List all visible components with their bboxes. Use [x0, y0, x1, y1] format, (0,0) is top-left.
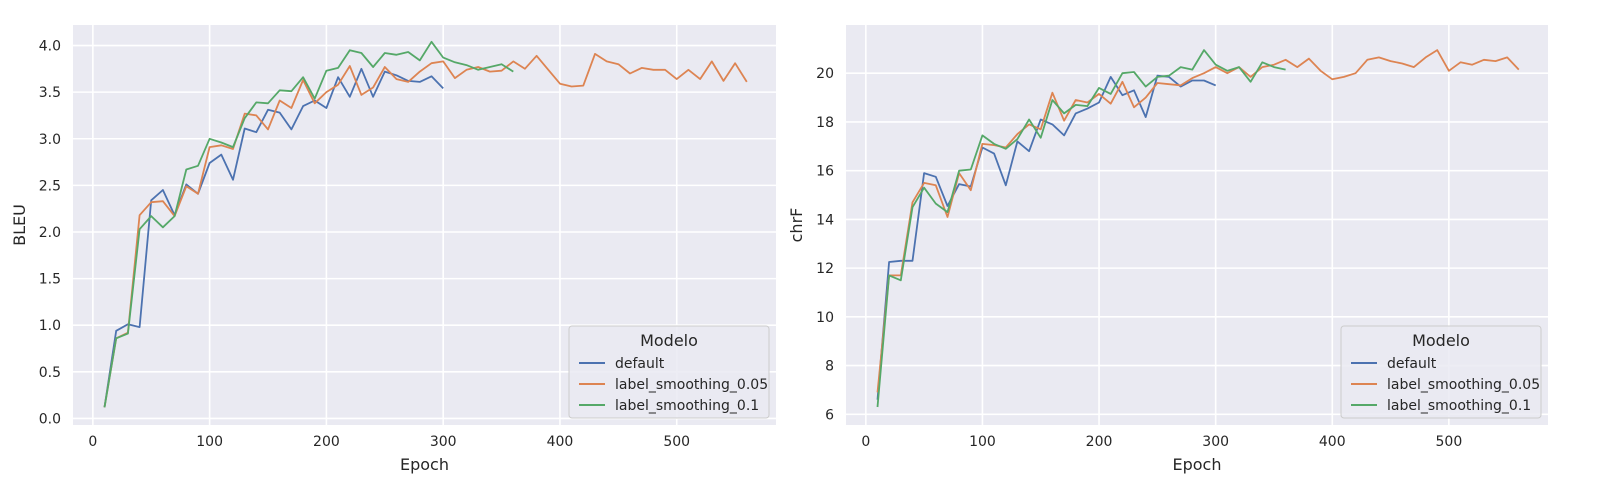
- y-tick-label: 2.5: [39, 178, 61, 194]
- series-line-label-smoothing-0-1: [876, 49, 1286, 408]
- y-tick-label: 16: [816, 164, 834, 180]
- y-tick-label: 10: [816, 310, 834, 326]
- series-line-label-smoothing-0-1: [103, 40, 514, 408]
- x-tick-label: 500: [663, 434, 690, 450]
- legend-title: Modelo: [1412, 331, 1470, 350]
- x-tick-label: 400: [547, 434, 574, 450]
- y-tick-label: 0.0: [39, 411, 61, 427]
- y-tick-label: 1.5: [39, 272, 61, 288]
- legend-entry: label_smoothing_0.05: [615, 377, 768, 393]
- y-tick-label: 0.5: [39, 365, 61, 381]
- y-tick-label: 14: [816, 212, 834, 228]
- x-tick-label: 100: [196, 434, 223, 450]
- series-line-default: [103, 67, 444, 408]
- y-axis-label: chrF: [787, 208, 806, 243]
- y-tick-label: 1.0: [39, 318, 61, 334]
- legend-entry: default: [615, 356, 665, 372]
- chrf-chart: 0 100 200 300 400 500 6 8 10 12 14 16 18 20 Epoch chrF M…: [787, 25, 1548, 474]
- y-tick-label: 12: [816, 261, 834, 277]
- legend-entry: default: [1387, 356, 1437, 372]
- legend-title: Modelo: [640, 331, 698, 350]
- series-line-label-smoothing-0-05: [103, 53, 748, 408]
- legend-box: [1340, 325, 1542, 419]
- y-axis-label: BLEU: [10, 204, 29, 246]
- x-tick-label: 200: [1086, 434, 1113, 450]
- legend-entry: label_smoothing_0.05: [1387, 377, 1540, 393]
- legend-entry: label_smoothing_0.1: [1387, 398, 1531, 414]
- y-tick-label: 20: [816, 66, 834, 82]
- bleu-chart: 0 100 200 300 400 500 0.0 0.5 1.0 1.5 2.0 2.5 3.0 3.5…: [10, 25, 776, 474]
- y-tick-label: 6: [825, 407, 834, 423]
- legend: Modelo default label_smoothing_0.05 label_s…: [1340, 325, 1542, 419]
- legend: Modelo default label_smoothing_0.05 label_s…: [568, 325, 770, 419]
- y-tick-label: 3.0: [39, 132, 61, 148]
- x-tick-label: 500: [1436, 434, 1463, 450]
- x-tick-label: 400: [1319, 434, 1346, 450]
- x-tick-label: 300: [1202, 434, 1229, 450]
- x-axis-label: Epoch: [400, 455, 449, 474]
- y-tick-label: 18: [816, 115, 834, 131]
- y-tick-label: 3.5: [39, 85, 61, 101]
- series-line-label-smoothing-0-05: [876, 49, 1520, 393]
- legend-box: [568, 325, 770, 419]
- x-tick-label: 0: [861, 434, 870, 450]
- x-tick-label: 100: [969, 434, 996, 450]
- x-axis-label: Epoch: [1173, 455, 1222, 474]
- x-tick-label: 200: [313, 434, 340, 450]
- y-tick-label: 8: [825, 359, 834, 375]
- y-tick-label: 2.0: [39, 225, 61, 241]
- x-tick-label: 300: [430, 434, 457, 450]
- x-tick-label: 0: [88, 434, 97, 450]
- y-tick-label: 4.0: [39, 39, 61, 55]
- legend-entry: label_smoothing_0.1: [615, 398, 759, 414]
